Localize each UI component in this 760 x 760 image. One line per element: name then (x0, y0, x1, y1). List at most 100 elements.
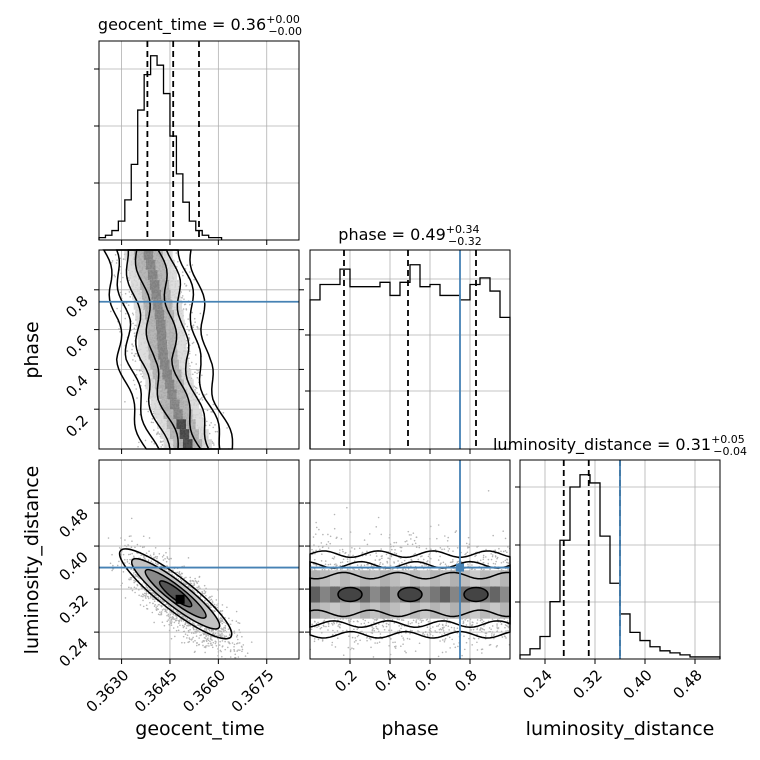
sample-point (166, 614, 168, 617)
sample-point (130, 546, 133, 549)
sample-point (220, 619, 223, 622)
sample-point (192, 636, 194, 639)
sample-point (191, 311, 194, 314)
sample-point (130, 517, 133, 520)
density-cell (136, 259, 146, 270)
sample-point (116, 307, 118, 310)
sample-point (164, 557, 166, 560)
sample-point (192, 373, 194, 376)
sample-point (195, 368, 198, 371)
sample-point (207, 642, 210, 645)
sample-point (186, 624, 188, 627)
sample-point (182, 274, 184, 277)
panel-background (99, 41, 299, 240)
sample-point (197, 630, 200, 632)
sample-point (134, 546, 136, 549)
sample-point (188, 329, 190, 332)
density-cell (155, 379, 165, 390)
sample-point (233, 650, 236, 652)
sample-point (126, 561, 129, 563)
sample-point (135, 374, 138, 376)
sample-point (191, 638, 193, 640)
sample-point (225, 635, 228, 638)
density-cell (147, 269, 158, 280)
sample-point (158, 552, 161, 555)
sample-point (242, 644, 245, 646)
sample-point (217, 648, 219, 650)
sample-point (192, 641, 195, 643)
sample-point (193, 622, 195, 625)
sample-point (226, 606, 228, 609)
sample-point (120, 364, 123, 366)
sample-point (239, 649, 241, 651)
sample-point (208, 424, 211, 427)
sample-point (138, 369, 141, 372)
sample-point (134, 573, 137, 576)
density-cell (179, 399, 190, 410)
sample-point (236, 634, 239, 637)
sample-point (189, 579, 192, 582)
sample-point (145, 592, 148, 595)
sample-point (144, 595, 147, 598)
sample-point (234, 653, 237, 656)
sample-point (147, 596, 150, 598)
sample-point (138, 441, 140, 444)
sample-point (124, 597, 127, 599)
density-cell (157, 389, 168, 400)
sample-point (184, 622, 187, 624)
sample-point (130, 587, 132, 589)
sample-point (111, 553, 113, 556)
sample-point (195, 644, 198, 647)
density-cell (159, 359, 170, 370)
sample-point (120, 293, 123, 296)
sample-point (126, 350, 129, 352)
density-cell (157, 339, 168, 350)
density-cell (149, 279, 160, 290)
sample-point (168, 570, 170, 573)
panels (94, 40, 721, 664)
sample-point (154, 603, 156, 606)
sample-point (224, 624, 227, 627)
sample-point (156, 556, 159, 558)
sample-point (221, 610, 224, 612)
sample-point (194, 639, 196, 642)
sample-point (153, 552, 155, 554)
sample-point (190, 361, 193, 364)
sample-point (197, 643, 200, 646)
sample-point (209, 599, 211, 602)
sample-point (228, 641, 230, 644)
sample-point (134, 360, 137, 362)
density-cell (179, 429, 190, 440)
sample-point (176, 571, 179, 574)
sample-point (109, 310, 112, 313)
sample-point (124, 317, 127, 320)
sample-point (213, 444, 215, 446)
sample-point (153, 600, 156, 603)
sample-point (166, 620, 169, 623)
sample-point (133, 332, 136, 335)
sample-point (168, 629, 171, 632)
sample-point (152, 592, 154, 594)
sample-point (204, 394, 206, 396)
sample-point (127, 304, 130, 306)
sample-point (176, 626, 179, 628)
sample-point (160, 613, 163, 616)
sample-point (143, 558, 146, 560)
sample-point (215, 641, 217, 643)
sample-point (216, 634, 218, 637)
density-cell (167, 389, 177, 400)
sample-point (171, 616, 174, 618)
sample-point (194, 321, 196, 323)
sample-point (177, 577, 180, 580)
sample-point (138, 594, 140, 597)
histogram-phase (305, 249, 511, 454)
sample-point (109, 562, 112, 565)
sample-point (217, 654, 219, 657)
sample-point (186, 264, 189, 266)
sample-point (208, 645, 210, 647)
sample-point (203, 584, 206, 587)
sample-point (143, 546, 146, 548)
sample-point (177, 619, 180, 622)
sample-point (210, 635, 213, 638)
sample-point (227, 628, 230, 630)
